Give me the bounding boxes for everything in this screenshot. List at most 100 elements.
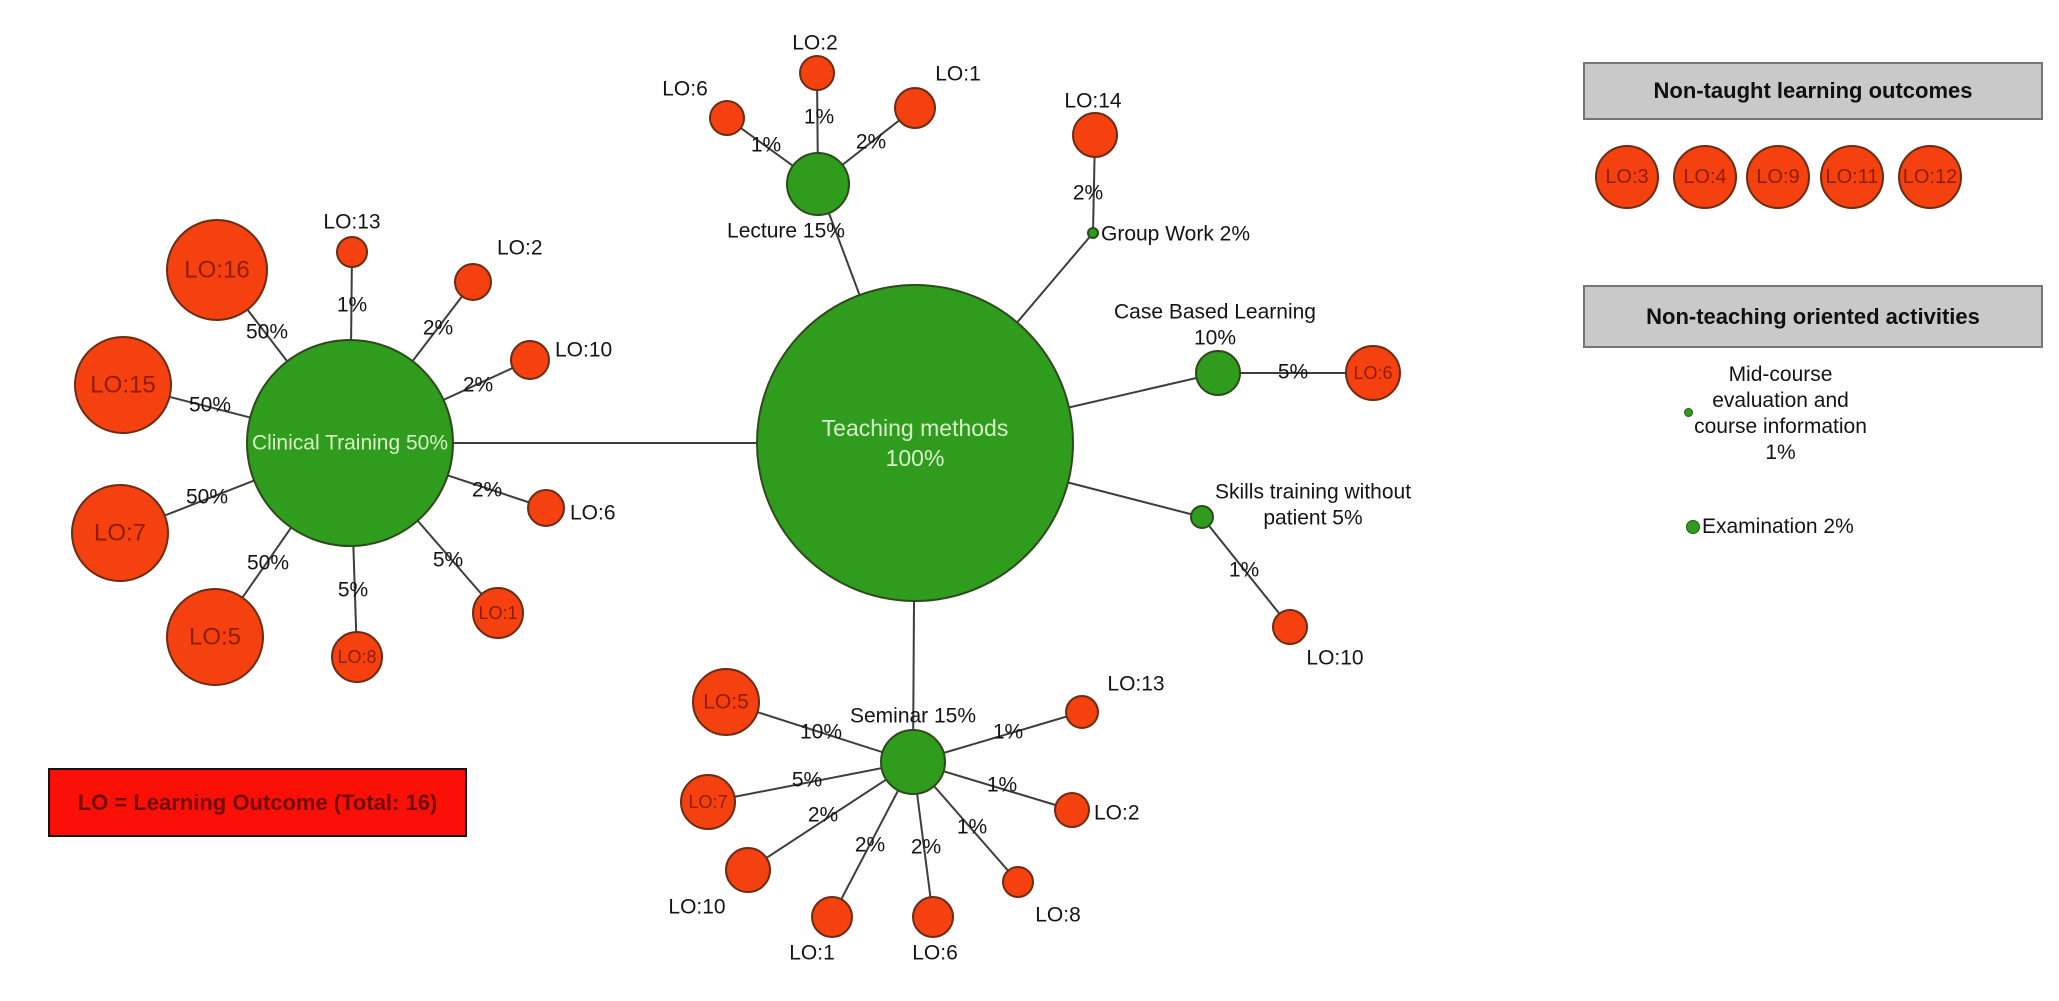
edge-label-seminar-se7: 5% bbox=[792, 769, 822, 792]
mid-course-line: course information bbox=[1694, 415, 1867, 438]
node-label-c16: LO:16 bbox=[184, 257, 249, 284]
lo-chip-label: LO:3 bbox=[1605, 165, 1649, 188]
node-label-lecture: Lecture 15% bbox=[727, 220, 845, 243]
node-label-se13: LO:13 bbox=[1107, 673, 1164, 696]
edge-label-clinical-c16: 50% bbox=[246, 321, 288, 344]
node-label-seminar: Seminar 15% bbox=[850, 705, 976, 728]
node-c8 bbox=[331, 631, 383, 683]
node-label-teaching: Teaching methods bbox=[822, 415, 1009, 441]
edge-label-seminar-se10: 2% bbox=[808, 804, 838, 827]
node-label-c7: LO:7 bbox=[94, 520, 146, 547]
node-se8 bbox=[1002, 866, 1034, 898]
label-layer: 50%50%50%50%5%5%2%2%2%1%1%1%2%2%5%1%10%5… bbox=[90, 32, 1411, 965]
mid-course-line: 1% bbox=[1765, 441, 1796, 464]
node-label-se7: LO:7 bbox=[688, 792, 727, 812]
node-clinical bbox=[246, 339, 454, 547]
mid-course-line: evaluation and bbox=[1712, 389, 1849, 412]
edge-label-groupwork-g14: 2% bbox=[1073, 182, 1103, 205]
node-groupwork bbox=[1087, 227, 1099, 239]
node-se2 bbox=[1054, 792, 1090, 828]
node-se6 bbox=[912, 896, 954, 938]
node-c5 bbox=[166, 588, 264, 686]
edge-label-clinical-c8: 5% bbox=[338, 579, 368, 602]
non-taught-lo-circle: LO:3 bbox=[1595, 145, 1659, 209]
node-se7 bbox=[680, 774, 736, 830]
mid-course-line: Mid-course bbox=[1728, 363, 1833, 386]
node-l1 bbox=[894, 87, 936, 129]
edge-label-clinical-c13: 1% bbox=[337, 294, 367, 317]
node-label-c2: LO:2 bbox=[497, 237, 543, 260]
node-c1 bbox=[472, 587, 524, 639]
edge-label-clinical-c15: 50% bbox=[189, 394, 231, 417]
node-label-se5: LO:5 bbox=[703, 691, 749, 714]
examination-label: Examination 2% bbox=[1702, 514, 1854, 540]
node-label-se1: LO:1 bbox=[789, 942, 835, 965]
edge-label-lecture-l6: 1% bbox=[751, 134, 781, 157]
node-se1 bbox=[811, 896, 853, 938]
node-c13 bbox=[336, 236, 368, 268]
node-cb6 bbox=[1345, 345, 1401, 401]
node-c7 bbox=[71, 484, 169, 582]
node-c16 bbox=[166, 219, 268, 321]
node-lecture bbox=[786, 152, 850, 216]
node-label-cbl: Case Based Learning bbox=[1114, 301, 1316, 324]
node-l6 bbox=[709, 100, 745, 136]
edge-label-clinical-c5: 50% bbox=[247, 552, 289, 575]
node-label-c5: LO:5 bbox=[189, 624, 241, 651]
node-c6 bbox=[527, 489, 565, 527]
node-label-se10: LO:10 bbox=[668, 896, 725, 919]
non-teaching-legend-header: Non-teaching oriented activities bbox=[1583, 285, 2043, 348]
lo-key-label: LO = Learning Outcome (Total: 16) bbox=[77, 789, 438, 815]
edge-skills-s10 bbox=[1201, 516, 1291, 628]
node-label-c8: LO:8 bbox=[337, 647, 376, 667]
node-seminar bbox=[880, 729, 946, 795]
node-label-l6: LO:6 bbox=[662, 78, 708, 101]
node-label-clinical: Clinical Training 50% bbox=[252, 432, 448, 455]
non-taught-lo-circle: LO:4 bbox=[1673, 145, 1737, 209]
edge-label-lecture-l1: 2% bbox=[856, 131, 886, 154]
non-taught-lo-circle: LO:11 bbox=[1820, 145, 1884, 209]
edge-label-clinical-c1: 5% bbox=[433, 549, 463, 572]
lo-chip-label: LO:4 bbox=[1683, 165, 1727, 188]
non-taught-legend-header: Non-taught learning outcomes bbox=[1583, 62, 2043, 120]
lo-key-box: LO = Learning Outcome (Total: 16) bbox=[48, 768, 467, 837]
node-c2 bbox=[454, 263, 492, 301]
edge-label-clinical-c2: 2% bbox=[423, 317, 453, 340]
edge-label-skills-s10: 1% bbox=[1229, 559, 1259, 582]
edge-label-seminar-se5: 10% bbox=[800, 721, 842, 744]
node-cbl bbox=[1195, 350, 1241, 396]
edge-label-seminar-se8: 1% bbox=[957, 816, 987, 839]
mid-course-node-dot bbox=[1684, 408, 1693, 417]
node-label-c1: LO:1 bbox=[478, 603, 517, 623]
edge-label-lecture-l2: 1% bbox=[804, 106, 834, 129]
node-label-skills: patient 5% bbox=[1263, 507, 1362, 530]
node-label-cbl: 10% bbox=[1194, 327, 1236, 350]
edge-label-clinical-c7: 50% bbox=[186, 486, 228, 509]
edge-label-seminar-se13: 1% bbox=[993, 721, 1023, 744]
node-label-c6: LO:6 bbox=[570, 502, 616, 525]
non-teaching-legend-title: Non-teaching oriented activities bbox=[1646, 303, 1980, 329]
lo-chip-label: LO:9 bbox=[1756, 165, 1800, 188]
edge-label-clinical-c10: 2% bbox=[463, 374, 493, 397]
edge-label-seminar-se2: 1% bbox=[987, 774, 1017, 797]
node-label-cb6: LO:6 bbox=[1353, 363, 1392, 383]
node-layer bbox=[71, 55, 1401, 938]
node-label-c10: LO:10 bbox=[555, 339, 612, 362]
non-taught-lo-circle: LO:9 bbox=[1746, 145, 1810, 209]
node-label-s10: LO:10 bbox=[1306, 647, 1363, 670]
node-label-se2: LO:2 bbox=[1094, 802, 1140, 825]
node-se13 bbox=[1065, 695, 1099, 729]
node-c15 bbox=[74, 336, 172, 434]
edge-label-seminar-se6: 2% bbox=[911, 836, 941, 859]
node-label-se8: LO:8 bbox=[1035, 904, 1081, 927]
node-label-l1: LO:1 bbox=[935, 63, 981, 86]
mid-course-label: Mid-course evaluation and course informa… bbox=[1627, 362, 1934, 466]
edge-seminar-se7 bbox=[707, 761, 914, 803]
node-label-teaching: 100% bbox=[886, 445, 945, 471]
node-label-se6: LO:6 bbox=[912, 942, 958, 965]
non-taught-legend-title: Non-taught learning outcomes bbox=[1653, 78, 1973, 103]
node-label-c13: LO:13 bbox=[323, 211, 380, 234]
node-label-c15: LO:15 bbox=[90, 372, 155, 399]
